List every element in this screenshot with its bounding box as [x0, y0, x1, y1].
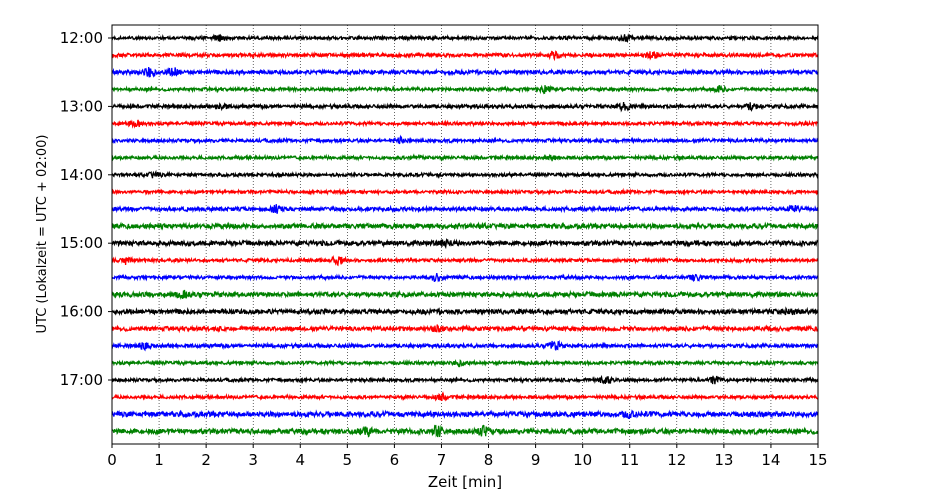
trace-1300 [111, 101, 819, 113]
y-tick-label: 14:00 [60, 166, 103, 184]
x-tick-label: 15 [808, 451, 827, 469]
trace-1615 [111, 323, 819, 334]
traces [111, 33, 819, 438]
x-tick-label: 11 [620, 451, 639, 469]
trace-1545 [111, 289, 819, 300]
trace-1715 [111, 391, 819, 402]
y-tick-label: 16:00 [60, 303, 103, 321]
trace-1630 [111, 339, 819, 352]
x-tick-label: 3 [248, 451, 258, 469]
trace-1315 [111, 119, 819, 129]
x-tick-label: 6 [390, 451, 400, 469]
x-tick-label: 13 [714, 451, 733, 469]
x-tick-label: 9 [531, 451, 541, 469]
trace-1400 [111, 169, 819, 179]
x-tick-label: 4 [295, 451, 305, 469]
trace-1345 [111, 153, 819, 162]
x-tick-label: 2 [201, 451, 211, 469]
x-tick-label: 1 [154, 451, 164, 469]
x-tick-label: 14 [761, 451, 780, 469]
trace-1215 [111, 50, 819, 62]
grid [158, 25, 772, 444]
trace-1230 [111, 66, 819, 78]
x-tick-label: 10 [573, 451, 592, 469]
trace-1430 [111, 204, 819, 214]
y-axis-label: UTC (Lokalzeit = UTC + 02:00) [35, 135, 50, 334]
y-tick-label: 12:00 [60, 29, 103, 47]
trace-1330 [111, 134, 819, 145]
x-tick-label: 7 [437, 451, 447, 469]
x-tick-label: 12 [667, 451, 686, 469]
y-axis: 12:00 13:00 14:00 15:00 16:00 17:00 [60, 29, 112, 389]
trace-1245 [111, 84, 819, 95]
trace-1700 [111, 374, 819, 385]
x-tick-label: 0 [107, 451, 117, 469]
y-tick-label: 17:00 [60, 371, 103, 389]
trace-1745 [111, 424, 819, 438]
y-tick-label: 15:00 [60, 234, 103, 252]
trace-1645 [111, 358, 819, 368]
trace-1445 [111, 221, 819, 231]
trace-1530 [111, 272, 819, 283]
trace-1415 [111, 187, 819, 197]
x-axis: 0 1 2 3 4 5 6 7 8 9 10 11 12 13 14 15 [107, 444, 828, 469]
y-tick-label: 13:00 [60, 97, 103, 115]
trace-1200 [111, 33, 819, 43]
trace-1600 [111, 306, 819, 317]
x-tick-label: 5 [343, 451, 353, 469]
trace-1730 [111, 409, 819, 419]
x-axis-label: Zeit [min] [428, 473, 502, 491]
trace-1500 [111, 237, 819, 250]
trace-1515 [111, 254, 819, 267]
plot-frame [111, 24, 819, 445]
x-tick-label: 8 [484, 451, 494, 469]
